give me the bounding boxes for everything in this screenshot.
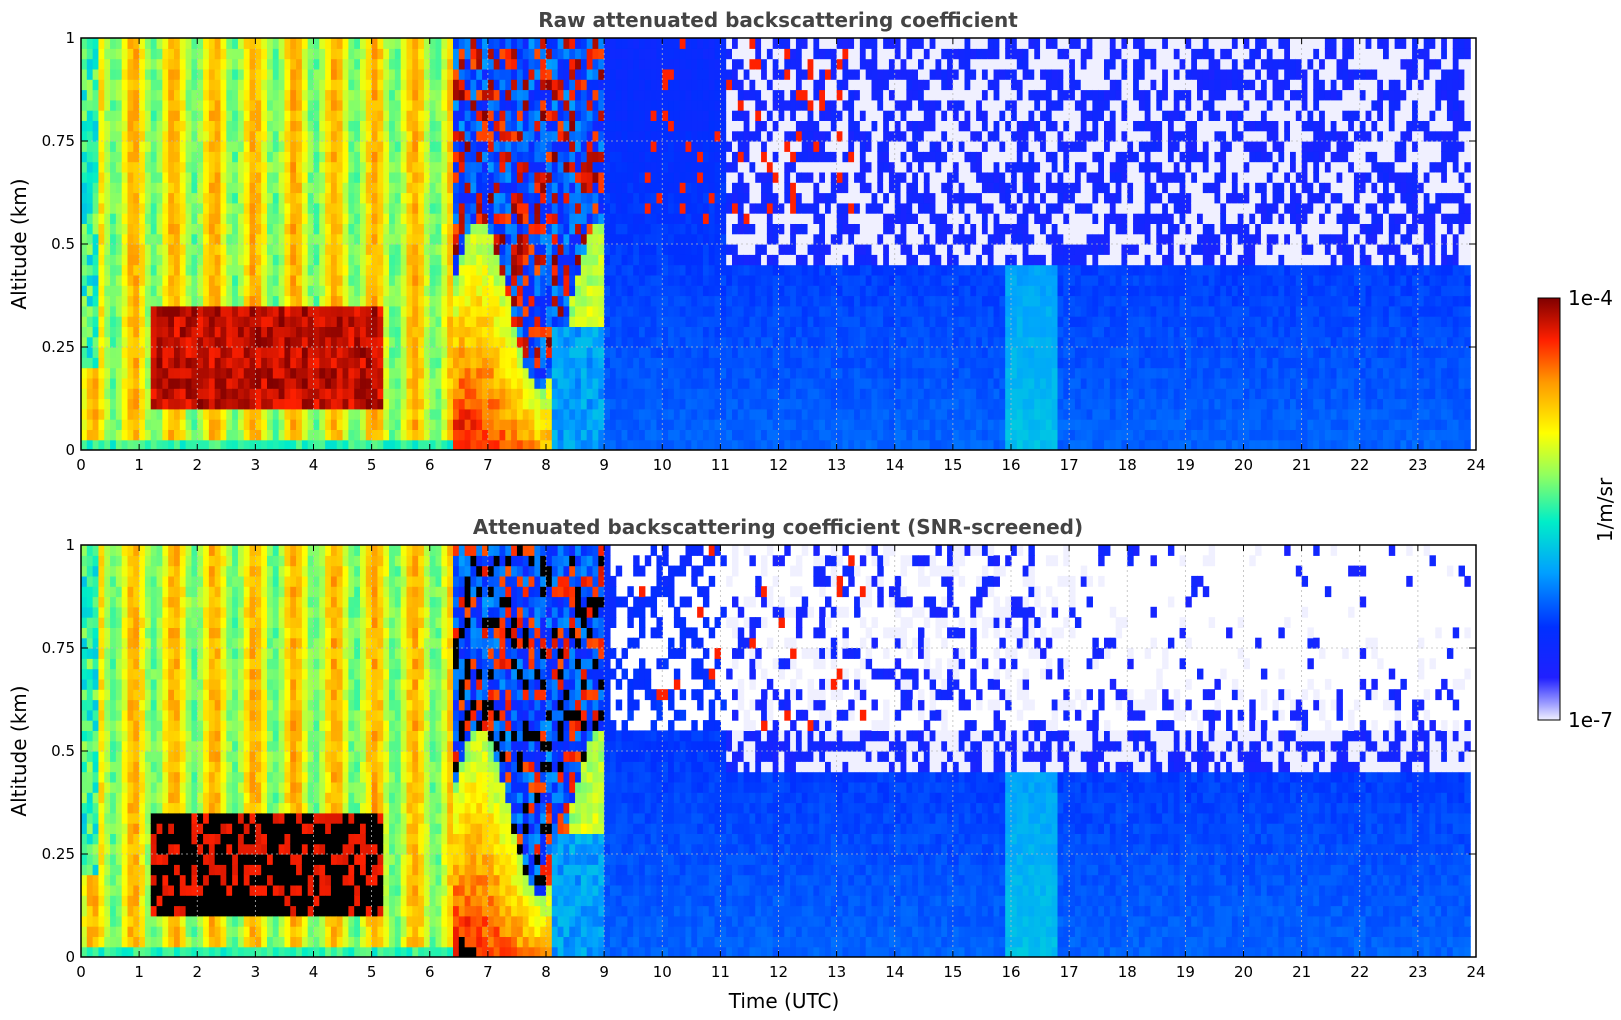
- x-tick-label: 7: [483, 456, 493, 474]
- y-tick-label: 0.5: [51, 235, 75, 253]
- colorbar-gradient: [1537, 297, 1561, 721]
- x-tick-label: 16: [1001, 456, 1020, 474]
- x-tick-label: 11: [711, 963, 730, 981]
- x-tick-label: 17: [1060, 963, 1079, 981]
- x-tick-label: 16: [1001, 963, 1020, 981]
- y-tick-label: 0: [65, 948, 75, 966]
- x-tick-label: 3: [251, 456, 261, 474]
- x-tick-label: 10: [653, 963, 672, 981]
- x-tick-label: 4: [309, 963, 319, 981]
- x-axis-ticks: 0 1 2 3 4 5 6 7 8 9 10 11 12 13 14 15 16 17 18 19 20 21 22 23 24: [76, 545, 1486, 981]
- x-tick-label: 1: [134, 456, 144, 474]
- y-tick-label: 0.25: [42, 338, 75, 356]
- x-tick-label: 15: [943, 456, 962, 474]
- x-tick-label: 12: [769, 963, 788, 981]
- chart-title: Raw attenuated backscattering coefficien…: [538, 8, 1018, 32]
- x-tick-label: 3: [251, 963, 261, 981]
- colorbar-min-label: 1e-7: [1568, 708, 1613, 732]
- x-tick-label: 0: [76, 963, 86, 981]
- x-tick-label: 9: [599, 456, 609, 474]
- x-tick-label: 6: [425, 456, 435, 474]
- y-axis-label: Altitude (km): [7, 178, 31, 309]
- y-tick-label: 0.75: [42, 132, 75, 150]
- x-tick-label: 13: [827, 963, 846, 981]
- x-tick-label: 14: [885, 963, 904, 981]
- x-tick-label: 8: [541, 963, 551, 981]
- panel-screened: Attenuated backscattering coefficient (S…: [7, 515, 1486, 1013]
- heatmap-layer: [81, 38, 1471, 450]
- y-axis-ticks: 0 0.25 0.5 0.75 1: [42, 29, 1476, 459]
- y-tick-label: 0.25: [42, 845, 75, 863]
- x-tick-label: 18: [1118, 456, 1137, 474]
- panel-raw: Raw attenuated backscattering coefficien…: [7, 8, 1486, 474]
- x-tick-label: 4: [309, 456, 319, 474]
- x-tick-label: 2: [192, 456, 202, 474]
- x-tick-label: 5: [367, 963, 377, 981]
- x-tick-label: 15: [943, 963, 962, 981]
- x-tick-label: 17: [1060, 456, 1079, 474]
- x-tick-label: 22: [1350, 456, 1369, 474]
- x-tick-label: 24: [1466, 963, 1485, 981]
- x-tick-label: 23: [1408, 456, 1427, 474]
- x-tick-label: 22: [1350, 963, 1369, 981]
- x-tick-label: 5: [367, 456, 377, 474]
- x-tick-label: 2: [192, 963, 202, 981]
- grid-lines: [80, 37, 1477, 451]
- x-tick-label: 21: [1292, 456, 1311, 474]
- x-tick-label: 12: [769, 456, 788, 474]
- y-axis-ticks: 0 0.25 0.5 0.75 1: [42, 536, 1476, 966]
- x-tick-label: 7: [483, 963, 493, 981]
- x-tick-label: 18: [1118, 963, 1137, 981]
- x-tick-label: 23: [1408, 963, 1427, 981]
- heatmap-layer: [81, 545, 1471, 957]
- y-axis-label: Altitude (km): [7, 685, 31, 816]
- chart-title: Attenuated backscattering coefficient (S…: [473, 515, 1083, 539]
- x-axis-ticks: 0 1 2 3 4 5 6 7 8 9 10 11 12 13 14 15 16 17 18 19 20 21 22 23 24: [76, 38, 1486, 474]
- x-tick-label: 20: [1234, 456, 1253, 474]
- x-tick-label: 11: [711, 456, 730, 474]
- x-tick-label: 6: [425, 963, 435, 981]
- x-tick-label: 10: [653, 456, 672, 474]
- x-tick-label: 21: [1292, 963, 1311, 981]
- y-tick-label: 0.5: [51, 742, 75, 760]
- x-tick-label: 19: [1176, 963, 1195, 981]
- colorbar: 1e-4 1e-7 1/m/sr: [1537, 286, 1617, 732]
- x-tick-label: 20: [1234, 963, 1253, 981]
- y-tick-label: 0: [65, 441, 75, 459]
- x-tick-label: 0: [76, 456, 86, 474]
- y-tick-label: 1: [65, 29, 75, 47]
- colorbar-max-label: 1e-4: [1568, 286, 1613, 310]
- x-tick-label: 1: [134, 963, 144, 981]
- x-tick-label: 24: [1466, 456, 1485, 474]
- x-tick-label: 19: [1176, 456, 1195, 474]
- x-tick-label: 14: [885, 456, 904, 474]
- colorbar-unit-label: 1/m/sr: [1593, 477, 1617, 542]
- y-tick-label: 0.75: [42, 639, 75, 657]
- x-tick-label: 8: [541, 456, 551, 474]
- x-axis-label: Time (UTC): [728, 989, 840, 1013]
- x-tick-label: 13: [827, 456, 846, 474]
- x-tick-label: 9: [599, 963, 609, 981]
- y-tick-label: 1: [65, 536, 75, 554]
